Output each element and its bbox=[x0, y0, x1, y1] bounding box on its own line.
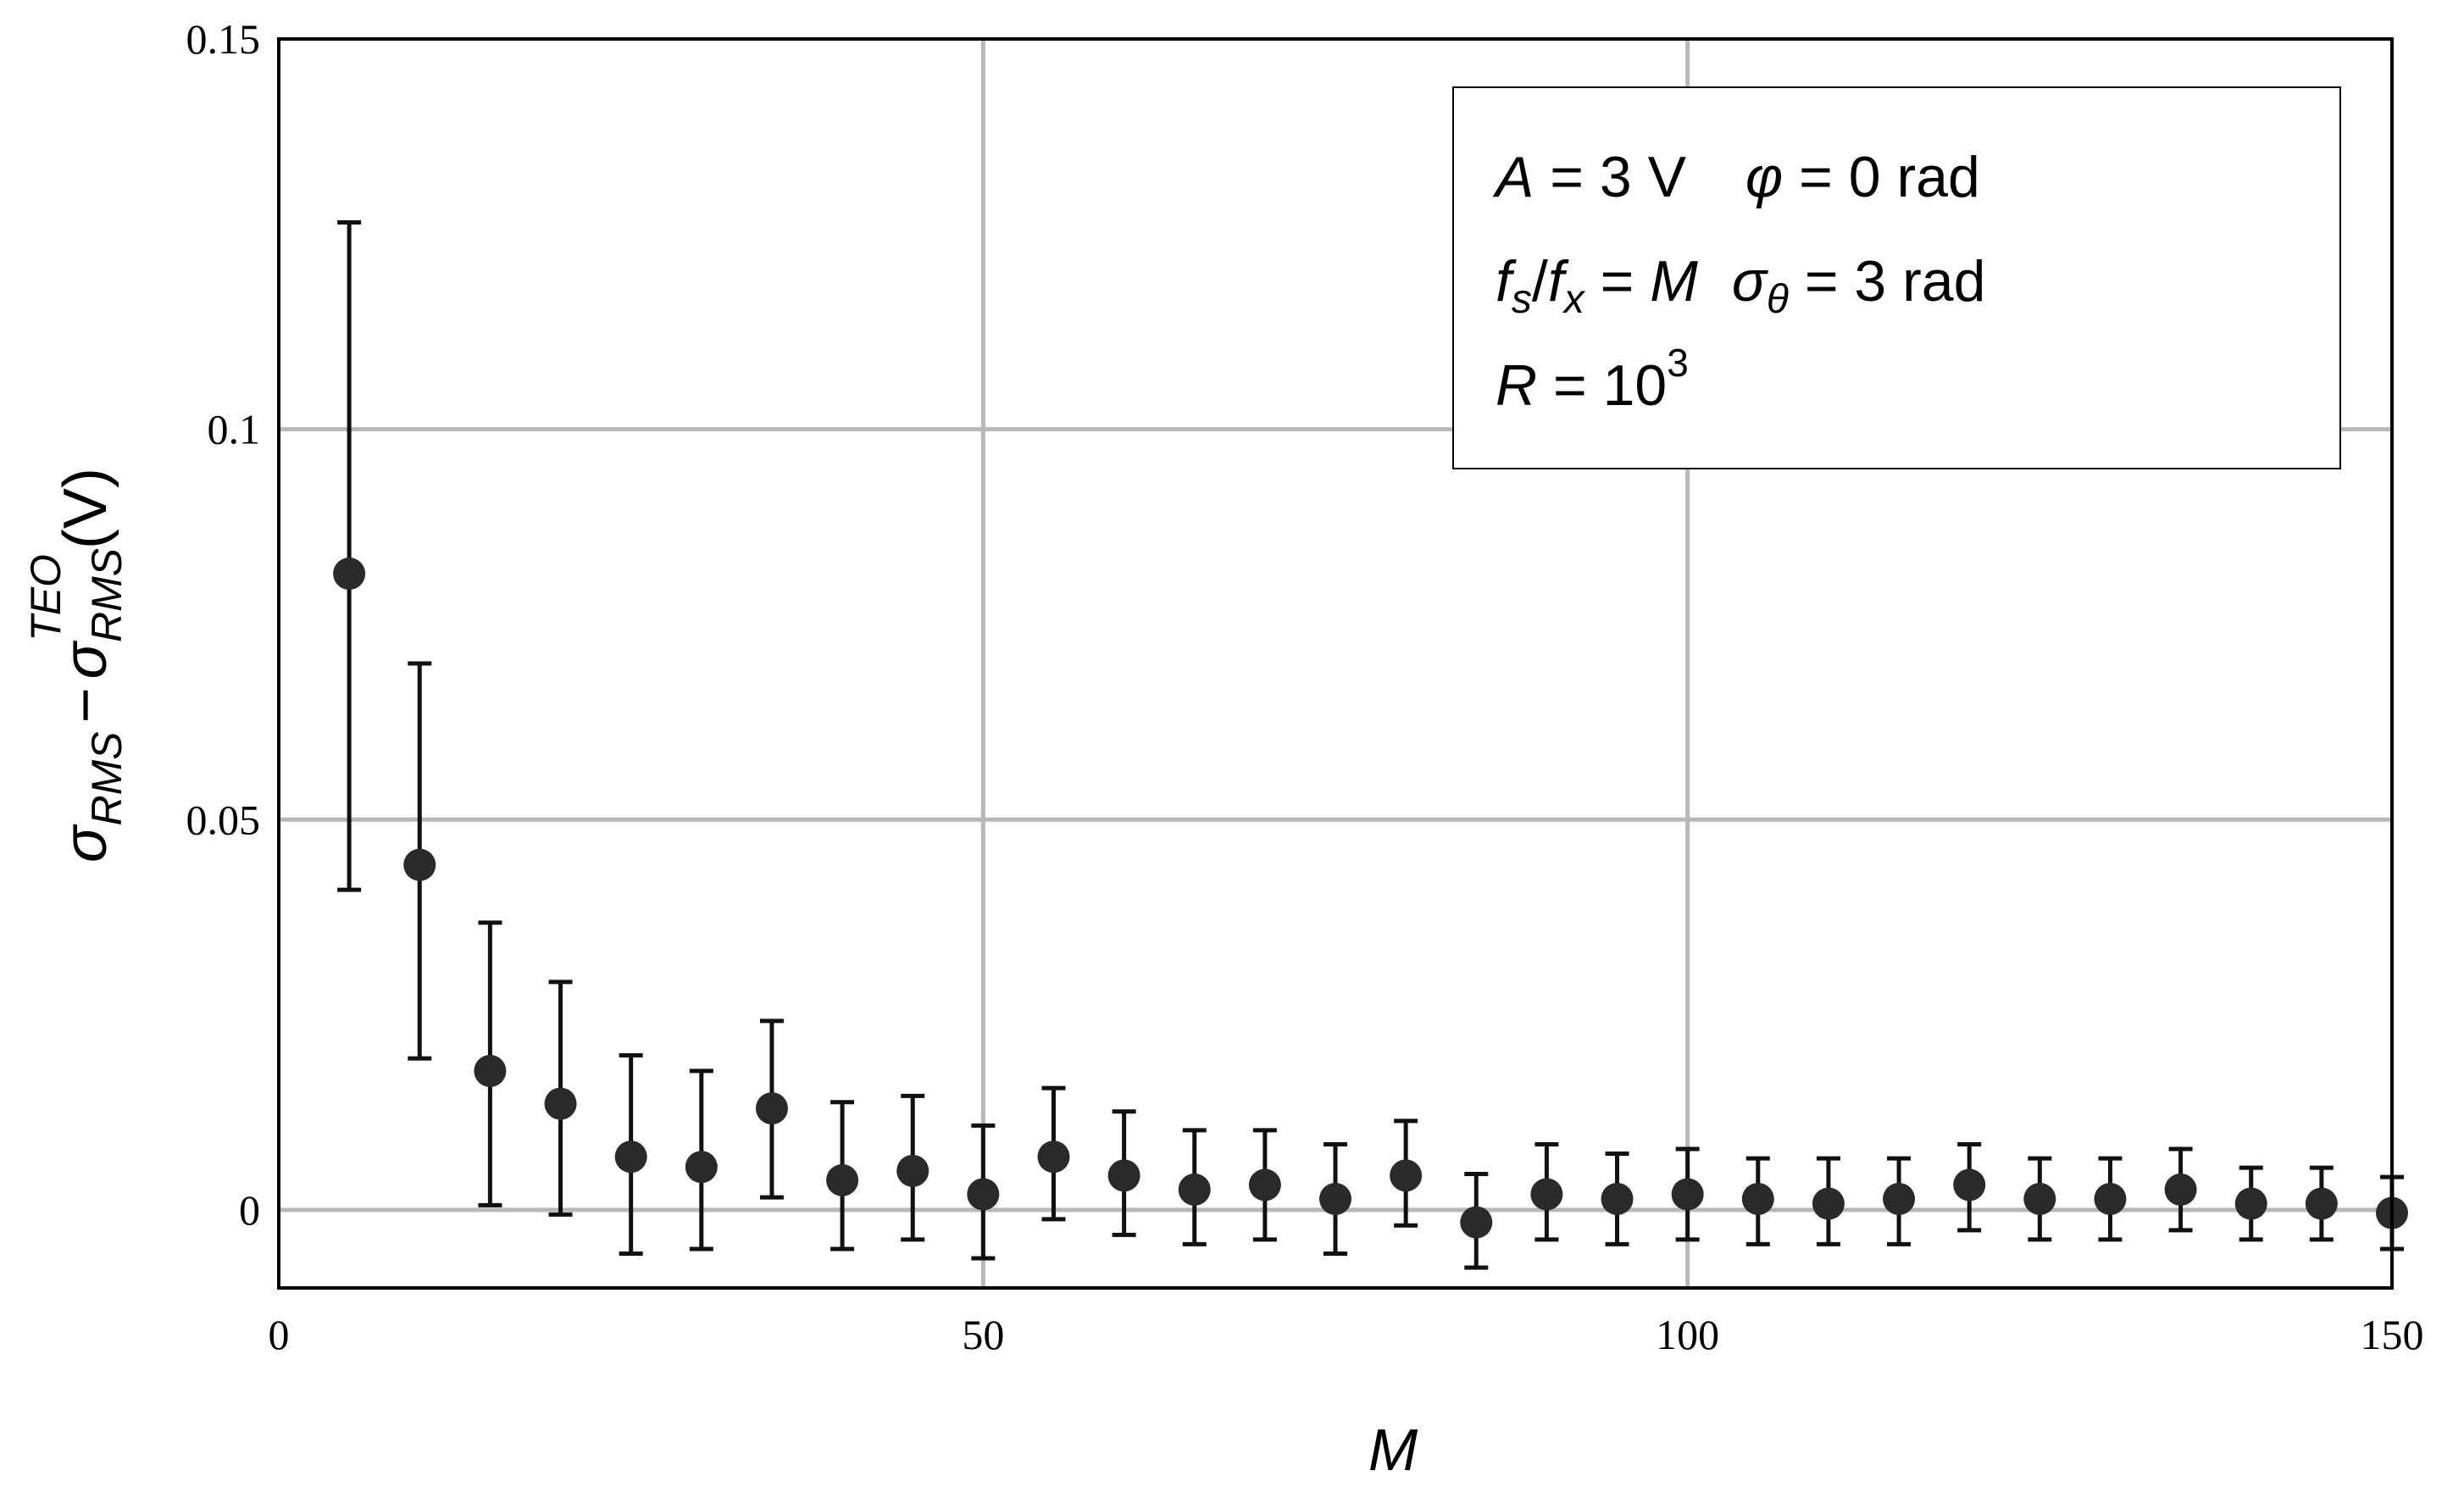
data-point bbox=[1953, 1168, 1986, 1202]
data-point bbox=[896, 1154, 930, 1187]
data-point bbox=[2094, 1182, 2127, 1215]
data-point bbox=[1248, 1168, 1281, 1202]
data-point bbox=[967, 1178, 1000, 1211]
data-point bbox=[1107, 1159, 1140, 1192]
data-point bbox=[1037, 1141, 1070, 1174]
y-tick-label: 0.1 bbox=[208, 406, 261, 453]
data-point bbox=[755, 1092, 788, 1125]
y-tick-label: 0 bbox=[239, 1186, 260, 1234]
data-point bbox=[1178, 1173, 1211, 1206]
ylabel-unit: (V) bbox=[52, 468, 119, 549]
ylabel-sigma-1: σ bbox=[52, 824, 119, 863]
x-axis-label: M bbox=[1368, 1417, 1418, 1483]
y-axis-label: σRMS−σRMSTEO(V) bbox=[22, 468, 130, 863]
data-point bbox=[2305, 1187, 2338, 1220]
ylabel-sup: TEO bbox=[22, 554, 69, 641]
ylabel-sub-1: RMS bbox=[83, 731, 130, 825]
y-tick-label: 0.05 bbox=[186, 796, 261, 843]
legend-line-3: R = 103 bbox=[1496, 341, 1689, 418]
data-point bbox=[2234, 1187, 2267, 1220]
svg-text:σRMS−σRMSTEO(V): σRMS−σRMSTEO(V) bbox=[22, 468, 130, 863]
data-point bbox=[1319, 1182, 1351, 1215]
data-point bbox=[1601, 1182, 1634, 1215]
data-point bbox=[1671, 1178, 1704, 1211]
plot-frame bbox=[277, 37, 2394, 1290]
data-point bbox=[1812, 1187, 1845, 1220]
y-tick-label: 0.15 bbox=[186, 15, 261, 63]
data-point bbox=[333, 558, 366, 591]
data-point bbox=[1530, 1178, 1563, 1211]
data-point bbox=[544, 1087, 577, 1120]
data-point bbox=[1390, 1159, 1423, 1192]
ylabel-sigma-2: σ bbox=[52, 640, 119, 679]
data-point bbox=[1883, 1182, 1916, 1215]
x-tick-label: 150 bbox=[2361, 1311, 2424, 1358]
x-tick-label: 100 bbox=[1656, 1311, 1719, 1358]
data-point bbox=[2023, 1182, 2056, 1215]
data-point bbox=[685, 1151, 718, 1184]
data-point bbox=[1741, 1182, 1774, 1215]
data-point bbox=[1460, 1206, 1493, 1239]
data-point bbox=[474, 1054, 507, 1087]
data-point bbox=[826, 1163, 859, 1196]
data-point bbox=[403, 848, 436, 881]
ylabel-sub-2: RMS bbox=[83, 548, 130, 642]
data-point bbox=[614, 1141, 647, 1174]
ylabel-minus: − bbox=[52, 687, 119, 723]
x-tick-label: 50 bbox=[962, 1311, 1004, 1358]
data-point bbox=[2164, 1173, 2197, 1206]
tick-labels: 0 50 100 150 0 0.05 0.1 0.15 bbox=[186, 15, 2424, 1358]
x-tick-label: 0 bbox=[269, 1311, 290, 1358]
